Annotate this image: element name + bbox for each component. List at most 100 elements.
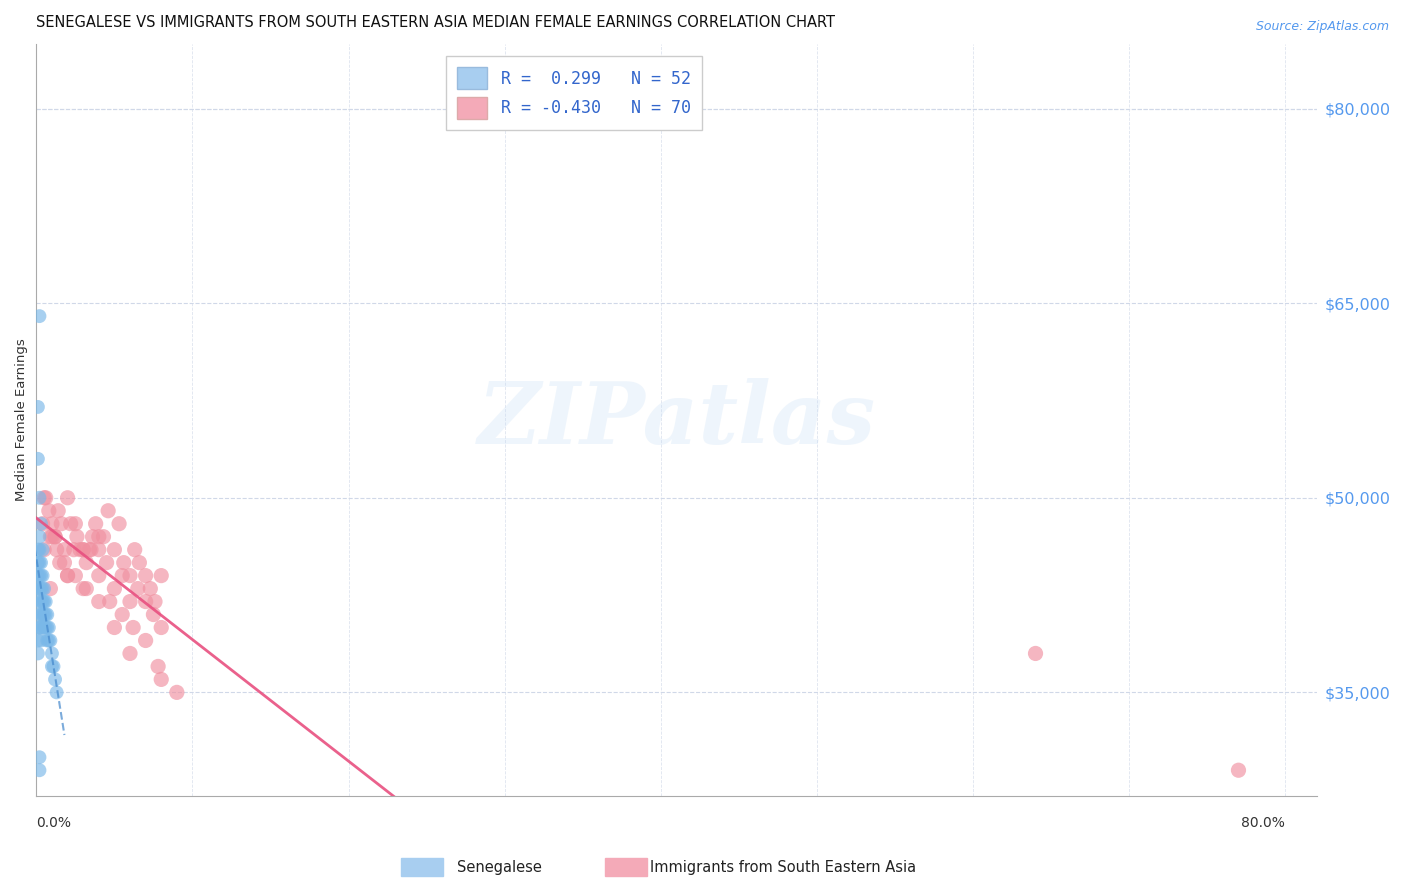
Point — [27, 582, 49, 596]
Point — [56, 568, 79, 582]
Text: Source: ZipAtlas.com: Source: ZipAtlas.com — [1256, 20, 1389, 33]
Point — [62, 542, 84, 557]
Point — [35, 491, 58, 505]
Point — [31, 594, 53, 608]
Point — [53, 542, 76, 557]
Point — [150, 673, 173, 687]
Point — [118, 594, 141, 608]
Point — [32, 582, 55, 596]
Point — [31, 542, 53, 557]
Point — [1227, 763, 1250, 777]
Point — [28, 620, 51, 634]
Point — [35, 620, 58, 634]
Point — [28, 530, 51, 544]
Point — [30, 594, 52, 608]
Point — [37, 607, 59, 622]
Point — [27, 647, 49, 661]
Point — [98, 594, 121, 608]
Point — [28, 556, 51, 570]
Point — [41, 647, 63, 661]
Point — [135, 633, 157, 648]
Legend: R =  0.299   N = 52, R = -0.430   N = 70: R = 0.299 N = 52, R = -0.430 N = 70 — [446, 56, 703, 130]
Point — [28, 568, 51, 582]
Point — [59, 516, 82, 531]
Text: ZIPatlas: ZIPatlas — [478, 378, 876, 462]
Point — [56, 491, 79, 505]
Text: SENEGALESE VS IMMIGRANTS FROM SOUTH EASTERN ASIA MEDIAN FEMALE EARNINGS CORRELAT: SENEGALESE VS IMMIGRANTS FROM SOUTH EAST… — [37, 15, 835, 30]
Point — [30, 568, 52, 582]
Point — [79, 542, 101, 557]
Point — [30, 620, 52, 634]
Point — [46, 504, 69, 518]
Point — [32, 594, 55, 608]
Point — [108, 516, 131, 531]
Point — [1025, 647, 1047, 661]
Point — [28, 542, 51, 557]
Point — [27, 400, 49, 414]
Point — [118, 647, 141, 661]
Point — [39, 582, 62, 596]
Point — [82, 530, 104, 544]
Point — [27, 451, 49, 466]
Point — [32, 542, 55, 557]
Point — [27, 568, 49, 582]
Point — [41, 516, 63, 531]
Point — [48, 556, 70, 570]
Point — [72, 542, 94, 557]
Text: 0.0%: 0.0% — [37, 815, 72, 830]
Point — [65, 516, 87, 531]
Point — [27, 556, 49, 570]
Point — [128, 556, 150, 570]
Point — [38, 620, 60, 634]
Point — [30, 516, 52, 531]
Point — [53, 556, 76, 570]
Point — [75, 556, 97, 570]
Point — [28, 309, 51, 323]
Point — [87, 594, 110, 608]
Point — [135, 594, 157, 608]
Point — [103, 620, 125, 634]
Point — [135, 568, 157, 582]
Point — [69, 542, 91, 557]
Y-axis label: Median Female Earnings: Median Female Earnings — [15, 339, 28, 501]
Point — [72, 542, 94, 557]
Point — [45, 685, 67, 699]
Point — [38, 504, 60, 518]
Point — [146, 659, 169, 673]
Point — [35, 607, 58, 622]
Point — [39, 633, 62, 648]
Point — [75, 582, 97, 596]
Point — [41, 659, 63, 673]
Point — [37, 620, 59, 634]
Point — [96, 556, 118, 570]
Point — [111, 568, 134, 582]
Point — [84, 516, 107, 531]
Point — [28, 491, 51, 505]
Point — [32, 607, 55, 622]
Point — [45, 542, 67, 557]
Point — [150, 568, 173, 582]
Point — [28, 750, 51, 764]
Point — [87, 542, 110, 557]
Point — [44, 673, 66, 687]
Point — [30, 556, 52, 570]
Point — [66, 530, 89, 544]
Point — [38, 633, 60, 648]
Point — [27, 620, 49, 634]
Text: Immigrants from South Eastern Asia: Immigrants from South Eastern Asia — [650, 860, 915, 874]
Point — [65, 568, 87, 582]
Point — [42, 659, 65, 673]
Point — [111, 607, 134, 622]
Point — [118, 568, 141, 582]
Point — [87, 568, 110, 582]
Point — [56, 568, 79, 582]
Point — [103, 582, 125, 596]
Point — [44, 530, 66, 544]
Point — [28, 582, 51, 596]
Point — [28, 763, 51, 777]
Point — [27, 633, 49, 648]
Point — [93, 530, 115, 544]
Point — [139, 582, 162, 596]
Point — [103, 542, 125, 557]
Point — [30, 582, 52, 596]
